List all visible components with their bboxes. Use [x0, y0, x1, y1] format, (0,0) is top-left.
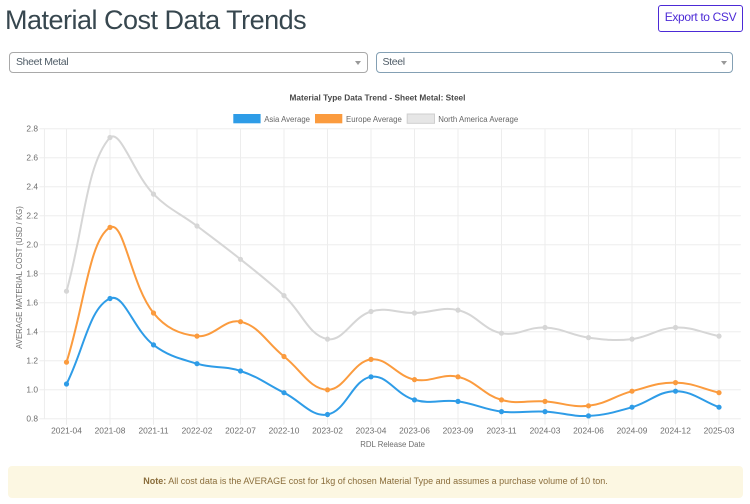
- svg-text:0.8: 0.8: [26, 414, 38, 424]
- svg-text:1.4: 1.4: [26, 327, 38, 337]
- svg-text:Asia Average: Asia Average: [264, 115, 310, 124]
- svg-text:1.8: 1.8: [26, 269, 38, 279]
- svg-text:2024-06: 2024-06: [573, 426, 604, 436]
- svg-text:2024-09: 2024-09: [617, 426, 648, 436]
- svg-text:Europe Average: Europe Average: [346, 115, 402, 124]
- svg-text:2021-08: 2021-08: [95, 426, 126, 436]
- svg-text:2023-02: 2023-02: [312, 426, 343, 436]
- svg-text:2023-09: 2023-09: [443, 426, 474, 436]
- svg-text:RDL Release Date: RDL Release Date: [360, 440, 425, 449]
- svg-text:2023-06: 2023-06: [399, 426, 430, 436]
- svg-text:2021-11: 2021-11: [138, 426, 168, 436]
- svg-text:2022-07: 2022-07: [225, 426, 256, 436]
- svg-text:2023-04: 2023-04: [356, 426, 387, 436]
- svg-text:2024-12: 2024-12: [660, 426, 691, 436]
- svg-text:2.0: 2.0: [26, 240, 38, 250]
- svg-text:AVERAGE MATERIAL COST (USD / K: AVERAGE MATERIAL COST (USD / KG): [15, 206, 24, 349]
- svg-text:2.6: 2.6: [26, 153, 38, 163]
- svg-text:2022-10: 2022-10: [269, 426, 300, 436]
- svg-text:2022-02: 2022-02: [182, 426, 213, 436]
- svg-text:1.0: 1.0: [26, 385, 38, 395]
- svg-text:2.2: 2.2: [26, 211, 38, 221]
- svg-text:2024-03: 2024-03: [530, 426, 561, 436]
- svg-text:2.4: 2.4: [26, 182, 38, 192]
- svg-text:North America Average: North America Average: [438, 115, 518, 124]
- svg-text:2021-04: 2021-04: [51, 426, 82, 436]
- svg-text:Material Type Data Trend - She: Material Type Data Trend - Sheet Metal: …: [290, 92, 466, 102]
- svg-text:2023-11: 2023-11: [486, 426, 516, 436]
- svg-text:2.8: 2.8: [26, 124, 38, 134]
- svg-text:1.6: 1.6: [26, 298, 38, 308]
- svg-text:2025-03: 2025-03: [704, 426, 735, 436]
- svg-text:1.2: 1.2: [26, 356, 38, 366]
